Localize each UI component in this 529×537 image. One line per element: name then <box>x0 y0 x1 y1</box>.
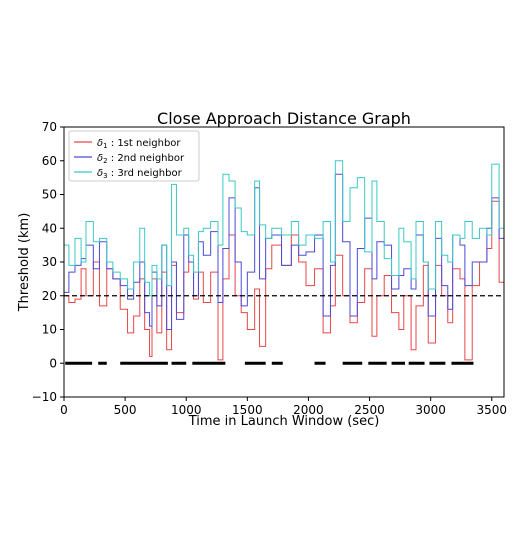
y-tick-label: 50 <box>42 188 57 202</box>
x-tick-label: 2500 <box>354 403 385 417</box>
legend-label: δ2 : 2nd neighbor <box>97 153 185 165</box>
y-tick-label: 10 <box>42 323 57 337</box>
x-tick-label: 1500 <box>232 403 263 417</box>
y-tick-label: 40 <box>42 221 57 235</box>
x-tick-label: 1000 <box>171 403 202 417</box>
y-tick-label: 20 <box>42 289 57 303</box>
series-line-1 <box>64 200 504 361</box>
legend-label: δ1 : 1st neighbor <box>97 138 181 150</box>
y-axis-label: Threshold (km) <box>17 213 32 313</box>
x-tick-label: 500 <box>114 403 137 417</box>
x-tick-label: 3000 <box>415 403 446 417</box>
y-tick-label: 60 <box>42 154 57 168</box>
legend: δ1 : 1st neighbor δ2 : 2nd neighbor δ3 : 3… <box>68 130 200 182</box>
chart-title: Close Approach Distance Graph <box>157 109 411 128</box>
legend-label: δ3 : 3rd neighbor <box>97 168 183 180</box>
y-tick-label: −10 <box>32 390 57 404</box>
x-tick-label: 2000 <box>293 403 324 417</box>
y-tick-label: 30 <box>42 255 57 269</box>
x-axis: 0 500 1000 1500 2000 2500 3000 3500 <box>60 397 507 417</box>
series-line-2 <box>64 173 504 330</box>
x-axis-label: Time in Launch Window (sec) <box>188 414 380 429</box>
x-tick-label: 3500 <box>477 403 508 417</box>
series-layer <box>64 160 504 365</box>
legend-box <box>68 130 200 182</box>
series-line-3 <box>64 160 504 297</box>
y-axis: −10 0 10 20 30 40 50 60 70 <box>32 120 64 404</box>
y-tick-label: 0 <box>49 356 57 370</box>
x-tick-label: 0 <box>60 403 68 417</box>
y-tick-label: 70 <box>42 120 57 134</box>
